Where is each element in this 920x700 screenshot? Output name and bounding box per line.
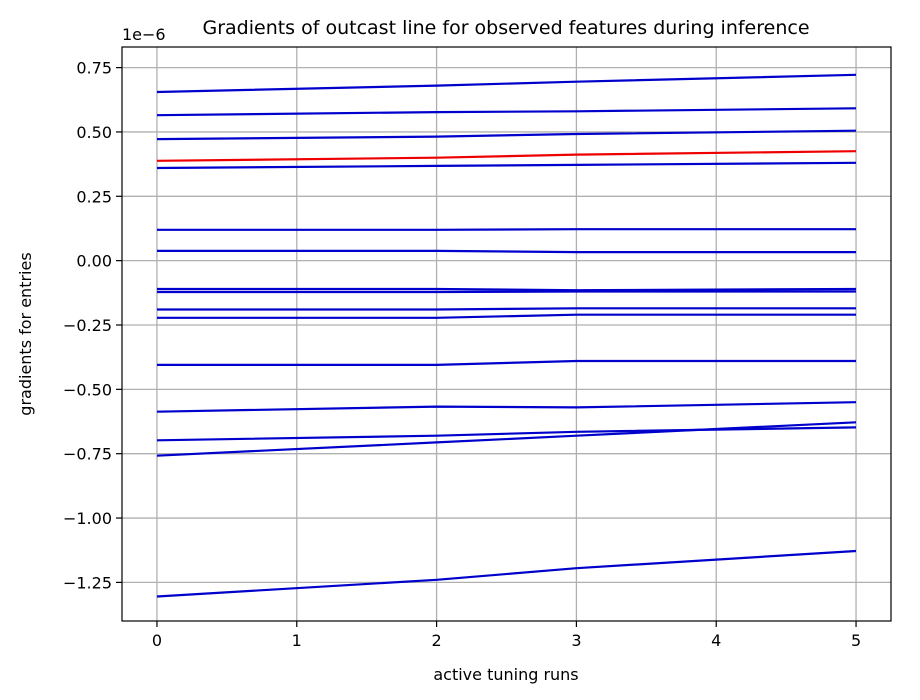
series-line-15 xyxy=(156,549,857,598)
y-tick-label: −0.50 xyxy=(63,380,112,399)
x-tick-label: 4 xyxy=(711,631,721,650)
x-tick-label: 1 xyxy=(292,631,302,650)
chart-title: Gradients of outcast line for observed f… xyxy=(202,17,809,39)
x-tick-label: 3 xyxy=(571,631,581,650)
series-line-7 xyxy=(157,287,857,292)
series-line-1 xyxy=(156,107,857,117)
y-tick-label: 0.75 xyxy=(76,59,112,78)
data-series xyxy=(156,73,857,598)
series-line-12 xyxy=(156,401,857,413)
axis-ticks: 0 1 2 3 4 5 −1.25 −1.00 −0.75 −0.50 −0.25 0.00 0.25 0… xyxy=(63,59,861,650)
x-axis-label: active tuning runs xyxy=(433,665,578,684)
series-line-2 xyxy=(156,129,857,141)
y-tick-label: 0.00 xyxy=(76,252,112,271)
y-axis-label: gradients for entries xyxy=(16,252,35,415)
y-tick-label: −0.75 xyxy=(63,445,112,464)
series-line-11 xyxy=(157,359,856,366)
series-line-10 xyxy=(157,313,856,319)
y-tick-label: 0.25 xyxy=(76,187,112,206)
y-offset-label: 1e−6 xyxy=(122,25,166,44)
y-tick-label: −1.25 xyxy=(63,573,112,592)
series-line-0 xyxy=(156,73,857,94)
outcast-series-line xyxy=(156,150,857,162)
series-line-4 xyxy=(156,161,857,170)
series-line-14 xyxy=(156,421,857,457)
x-tick-label: 5 xyxy=(851,631,861,650)
y-tick-label: −0.25 xyxy=(63,316,112,335)
y-tick-label: 0.50 xyxy=(76,123,112,142)
series-line-9 xyxy=(157,307,856,311)
series-line-8 xyxy=(157,290,856,294)
y-tick-label: −1.00 xyxy=(63,509,112,528)
series-line-5 xyxy=(157,228,856,231)
plot-frame xyxy=(121,46,892,622)
x-tick-label: 2 xyxy=(431,631,441,650)
series-line-6 xyxy=(157,249,856,254)
x-tick-label: 0 xyxy=(152,631,162,650)
